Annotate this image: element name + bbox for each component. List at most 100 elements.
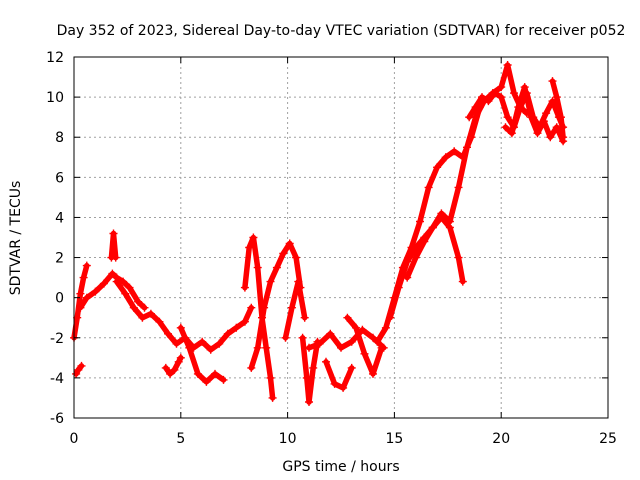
data-point xyxy=(281,333,290,342)
y-axis-label: SDTVAR / TECUs xyxy=(8,181,24,296)
x-axis-label: GPS time / hours xyxy=(282,459,399,475)
data-point xyxy=(266,277,275,286)
data-point xyxy=(428,223,437,232)
data-point xyxy=(471,103,480,112)
data-point xyxy=(441,153,450,162)
data-point xyxy=(347,337,356,346)
data-point xyxy=(347,363,356,372)
data-point xyxy=(262,343,271,352)
y-tick-label: -2 xyxy=(50,331,64,347)
data-point xyxy=(138,313,147,322)
data-point xyxy=(82,261,91,270)
data-point xyxy=(129,303,138,312)
y-tick-label: 0 xyxy=(55,291,64,307)
data-point xyxy=(557,113,565,122)
data-point xyxy=(369,333,377,342)
data-point xyxy=(542,109,551,118)
data-point xyxy=(358,325,367,334)
data-point xyxy=(247,303,256,312)
data-point xyxy=(403,257,412,266)
data-point xyxy=(193,369,202,378)
data-point xyxy=(360,349,369,358)
data-point xyxy=(490,89,499,98)
data-point xyxy=(520,83,529,92)
data-point xyxy=(272,263,281,272)
data-point xyxy=(140,303,149,312)
data-point xyxy=(294,277,303,286)
data-point xyxy=(510,89,518,98)
data-point xyxy=(450,147,459,156)
data-point xyxy=(161,363,170,372)
data-point xyxy=(533,129,542,138)
data-point xyxy=(337,343,345,352)
data-point xyxy=(76,303,85,312)
data-point xyxy=(497,83,506,92)
x-tick-label: 5 xyxy=(176,431,185,447)
data-point xyxy=(416,217,424,226)
x-tick-label: 10 xyxy=(279,431,297,447)
data-point xyxy=(548,77,557,86)
data-series xyxy=(70,61,568,406)
data-point xyxy=(403,273,412,282)
y-tick-label: 10 xyxy=(46,90,64,106)
data-point xyxy=(507,129,516,138)
series-arc-7 xyxy=(178,325,227,385)
data-point xyxy=(497,93,506,102)
x-tick-label: 25 xyxy=(599,431,617,447)
data-point xyxy=(287,303,296,312)
data-point xyxy=(322,357,330,366)
x-tick-label: 15 xyxy=(385,431,403,447)
data-point xyxy=(339,383,348,392)
data-point xyxy=(315,339,324,348)
data-point xyxy=(245,243,254,252)
data-point xyxy=(82,293,91,302)
data-point xyxy=(285,239,294,248)
data-point xyxy=(155,317,164,326)
data-point xyxy=(484,97,493,106)
series-arc-10 xyxy=(282,278,308,341)
data-point xyxy=(202,377,211,386)
data-point xyxy=(164,329,172,338)
data-point xyxy=(223,329,232,338)
data-point xyxy=(279,249,288,258)
data-point xyxy=(298,333,307,342)
data-point xyxy=(76,289,85,298)
data-point xyxy=(352,323,360,332)
x-tick-label: 0 xyxy=(70,431,79,447)
data-point xyxy=(305,343,313,352)
data-point xyxy=(539,117,548,126)
data-point xyxy=(247,363,256,372)
data-point xyxy=(514,103,523,112)
data-point xyxy=(381,323,390,332)
data-point xyxy=(253,263,262,272)
data-point xyxy=(373,337,382,346)
y-tick-label: 6 xyxy=(55,170,64,186)
data-point xyxy=(121,289,130,298)
data-point xyxy=(465,113,474,122)
chart-title: Day 352 of 2023, Sidereal Day-to-day VTE… xyxy=(57,23,626,39)
grid xyxy=(74,57,608,418)
series-arc-12 xyxy=(306,327,387,351)
data-point xyxy=(454,183,463,192)
data-point xyxy=(501,123,510,132)
data-point xyxy=(260,303,269,312)
data-point xyxy=(240,317,249,326)
data-point xyxy=(463,143,471,152)
data-point xyxy=(108,269,117,278)
data-point xyxy=(172,339,181,348)
data-point xyxy=(546,133,555,142)
data-point xyxy=(253,343,262,352)
data-point xyxy=(305,398,313,406)
y-tick-label: 4 xyxy=(55,210,64,226)
data-point xyxy=(424,183,433,192)
data-point xyxy=(559,133,568,142)
data-point xyxy=(112,277,121,286)
data-point xyxy=(309,363,318,372)
data-point xyxy=(394,283,403,292)
y-tick-label: 8 xyxy=(55,130,64,146)
data-point xyxy=(73,313,82,322)
data-point xyxy=(232,323,241,332)
data-point xyxy=(369,369,377,378)
data-point xyxy=(91,287,100,296)
